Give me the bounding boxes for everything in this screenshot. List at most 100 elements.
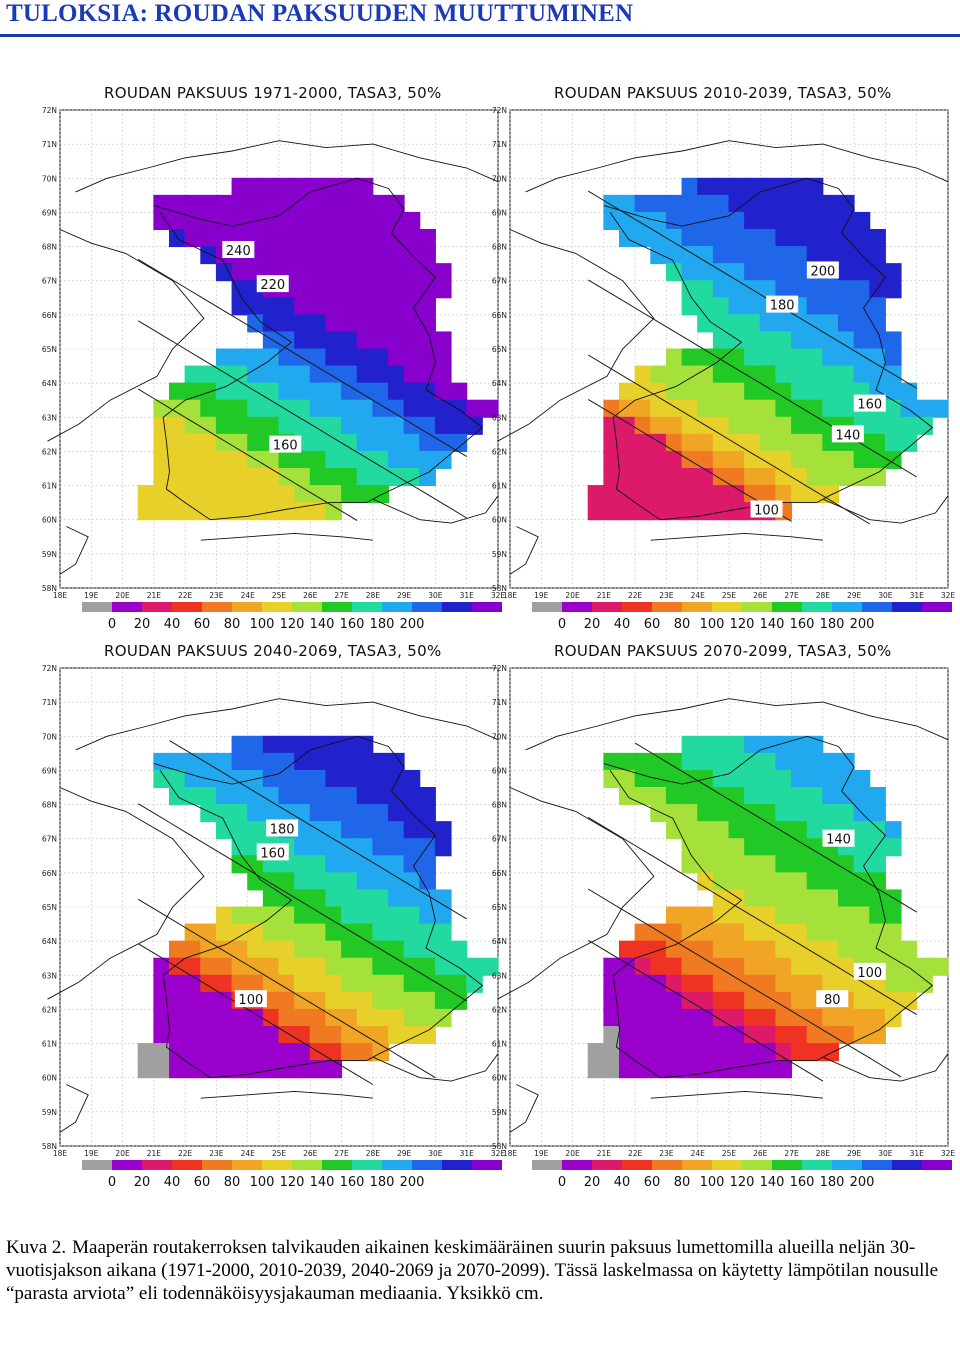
frost-cell bbox=[419, 399, 436, 418]
lon-tick-label: 30E bbox=[428, 1149, 443, 1158]
frost-cell bbox=[775, 450, 793, 469]
frost-cell bbox=[419, 348, 436, 367]
frost-cell bbox=[247, 502, 264, 521]
frost-cell bbox=[759, 838, 777, 857]
frost-cell bbox=[791, 1026, 808, 1045]
frost-cell bbox=[137, 502, 155, 521]
frost-cell bbox=[325, 263, 343, 282]
legend-swatch bbox=[382, 602, 412, 612]
frost-cell bbox=[231, 348, 249, 367]
frost-cell bbox=[184, 1043, 202, 1062]
legend-tick-label: 160 bbox=[790, 1175, 815, 1190]
frost-cell bbox=[278, 906, 296, 925]
frost-cell bbox=[278, 416, 296, 435]
frost-cell bbox=[325, 177, 343, 196]
frost-cell bbox=[231, 804, 249, 823]
lon-tick-label: 31E bbox=[910, 591, 925, 600]
frost-cell bbox=[278, 399, 296, 418]
frost-cell bbox=[262, 211, 280, 230]
lon-tick-label: 22E bbox=[628, 591, 643, 600]
frost-cell bbox=[388, 416, 405, 435]
lat-tick-label: 69N bbox=[42, 208, 57, 217]
coastline bbox=[509, 1084, 539, 1133]
frost-cell bbox=[153, 416, 170, 435]
frost-cell bbox=[728, 735, 746, 754]
frost-cell bbox=[372, 906, 389, 925]
frost-cell bbox=[341, 769, 358, 788]
frost-cell bbox=[728, 297, 746, 316]
frost-cell bbox=[309, 502, 327, 521]
contour-label: 100 bbox=[238, 993, 263, 1008]
frost-cell bbox=[869, 1008, 886, 1027]
lat-tick-label: 64N bbox=[42, 937, 57, 946]
frost-cell bbox=[169, 1060, 186, 1079]
frost-cell bbox=[744, 211, 761, 230]
frost-cell bbox=[309, 468, 327, 487]
coastline bbox=[525, 698, 949, 751]
frost-cell bbox=[262, 735, 280, 754]
frost-cell bbox=[603, 957, 620, 976]
contour-line bbox=[137, 898, 436, 1079]
frost-cell bbox=[697, 821, 714, 840]
legend-swatch bbox=[352, 602, 382, 612]
frost-cell bbox=[262, 246, 280, 265]
legend-tick-label: 100 bbox=[700, 617, 725, 632]
coastline bbox=[650, 532, 823, 541]
frost-cell bbox=[712, 382, 730, 401]
frost-cell bbox=[838, 280, 855, 299]
frost-cell bbox=[681, 838, 699, 857]
lon-tick-label: 29E bbox=[397, 591, 412, 600]
frost-cell bbox=[869, 906, 886, 925]
frost-cell bbox=[603, 485, 620, 504]
frost-cell bbox=[744, 450, 761, 469]
frost-cell bbox=[294, 1026, 311, 1045]
frost-cell bbox=[356, 280, 374, 299]
frost-cell bbox=[169, 433, 186, 452]
frost-cell bbox=[403, 331, 421, 350]
frost-cell bbox=[231, 416, 249, 435]
frost-cell bbox=[806, 1008, 824, 1027]
frost-cell bbox=[309, 365, 327, 384]
lon-tick-label: 26E bbox=[303, 591, 318, 600]
frost-cell bbox=[309, 974, 327, 993]
frost-cell bbox=[665, 1008, 683, 1027]
frost-cell bbox=[309, 314, 327, 333]
frost-cell bbox=[278, 246, 296, 265]
frost-cell bbox=[231, 1026, 249, 1045]
contour-label-bg bbox=[831, 425, 864, 443]
lon-tick-label: 24E bbox=[691, 1149, 706, 1158]
frost-cell bbox=[806, 468, 824, 487]
frost-cell bbox=[215, 1043, 233, 1062]
frost-cell bbox=[838, 889, 855, 908]
frost-cell bbox=[341, 297, 358, 316]
frost-cell bbox=[309, 280, 327, 299]
frost-cell bbox=[728, 246, 746, 265]
frost-cell bbox=[806, 974, 824, 993]
frost-cell bbox=[262, 923, 280, 942]
frost-cell bbox=[200, 1008, 217, 1027]
frost-cell bbox=[372, 365, 389, 384]
frost-cell bbox=[200, 433, 217, 452]
frost-cell bbox=[419, 821, 436, 840]
frost-cell bbox=[325, 1043, 343, 1062]
frost-cell bbox=[215, 433, 233, 452]
frost-cell bbox=[744, 433, 761, 452]
frost-cell bbox=[278, 297, 296, 316]
frost-cell bbox=[806, 923, 824, 942]
frost-cell bbox=[215, 468, 233, 487]
frost-cell bbox=[200, 923, 217, 942]
frost-cell bbox=[822, 804, 839, 823]
frost-cell bbox=[262, 1060, 280, 1079]
frost-cell bbox=[853, 229, 871, 248]
frost-cell bbox=[650, 365, 667, 384]
lon-tick-label: 27E bbox=[334, 1149, 349, 1158]
frost-cell bbox=[262, 940, 280, 959]
frost-cell bbox=[278, 365, 296, 384]
lat-tick-label: 72N bbox=[492, 106, 507, 115]
frost-cell bbox=[294, 923, 311, 942]
frost-cell bbox=[853, 348, 871, 367]
frost-cell bbox=[619, 468, 636, 487]
lat-tick-label: 58N bbox=[492, 584, 507, 593]
frost-cell bbox=[728, 177, 746, 196]
frost-cell bbox=[325, 787, 343, 806]
